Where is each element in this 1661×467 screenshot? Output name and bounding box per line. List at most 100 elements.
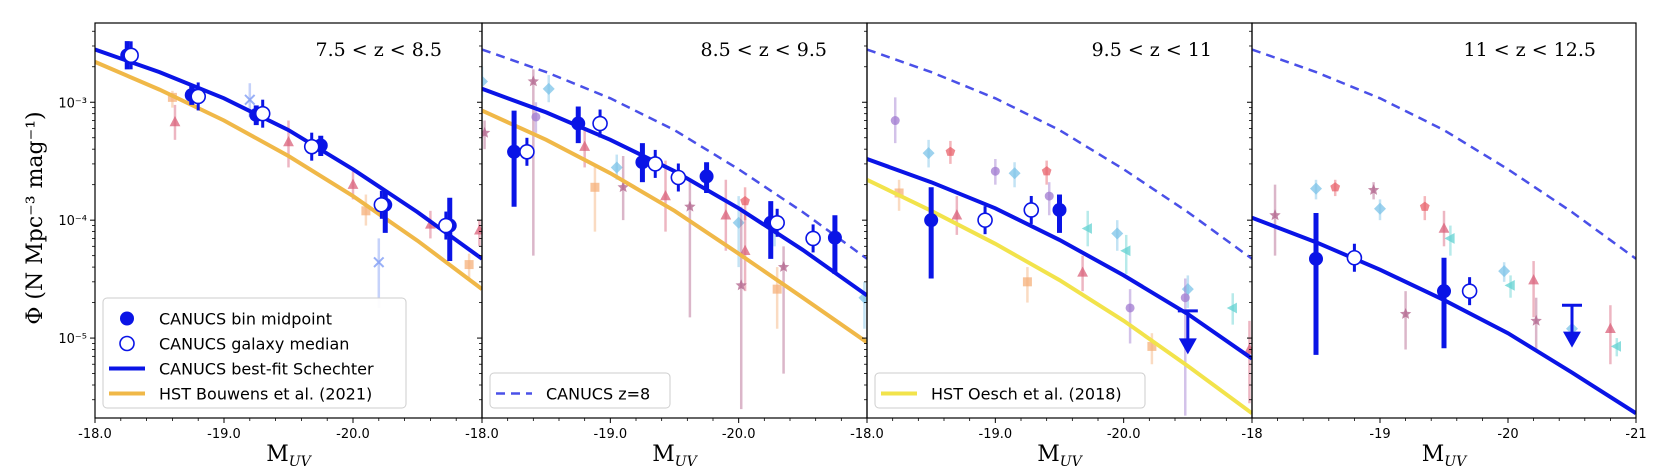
upper-limit-arrow: [1178, 338, 1197, 355]
y-tick-label: 10⁻⁴: [58, 214, 87, 229]
x-tick-label: -21: [1625, 427, 1646, 442]
canucs-bin-midpoint: [1309, 251, 1323, 266]
legend-swatch: [119, 335, 135, 352]
x-axis-label-subscript: UV: [1060, 454, 1084, 467]
literature-point: [951, 209, 963, 220]
literature-point: [890, 116, 900, 126]
canucs-z8-dashed-curve: [867, 48, 1252, 260]
literature-point: [244, 94, 256, 106]
x-tick-label: -18.0: [465, 427, 499, 442]
literature-point: [1044, 191, 1054, 201]
canucs-galaxy-median: [670, 169, 687, 186]
literature-point: [1120, 245, 1131, 257]
literature-point: [1367, 184, 1380, 195]
legend-label: CANUCS best-fit Schechter: [159, 360, 374, 379]
literature-point: [739, 244, 751, 255]
x-tick-label: -19.0: [979, 427, 1013, 442]
literature-point: [1504, 279, 1515, 291]
literature-point: [1244, 343, 1252, 354]
literature-point: [922, 147, 935, 160]
literature-point: [1147, 341, 1157, 351]
canucs-galaxy-median: [438, 217, 454, 234]
legend: CANUCS bin midpoint CANUCS galaxy median C…: [102, 297, 407, 409]
panel-frame: [481, 22, 868, 419]
legend-box: [102, 297, 407, 409]
literature-point: [1610, 341, 1621, 352]
y-tick-label: 10⁻⁵: [58, 332, 87, 347]
literature-point: [1022, 277, 1032, 287]
legend: HST Oesch et al. (2018): [874, 372, 1146, 409]
literature-point: [1077, 266, 1088, 277]
redshift-range-label: 11 < z < 12.5: [1464, 39, 1597, 61]
literature-point: [1180, 293, 1190, 303]
x-axis-label-subscript: UV: [1444, 454, 1468, 467]
literature-point: [373, 256, 385, 268]
literature-point: [531, 112, 541, 122]
panel-1: -18.0 -19.0 -20.0 10⁻³ 10⁻⁴ 10⁻⁵ MUV 7.5 < z < …: [58, 22, 483, 467]
literature-point: [1310, 182, 1322, 195]
literature-point: [361, 206, 371, 216]
canucs-galaxy-median: [1346, 249, 1363, 266]
literature-point: [1605, 322, 1616, 333]
canucs-bin-midpoint: [699, 169, 714, 184]
literature-point: [720, 209, 732, 220]
x-axis-label: MUV: [1422, 442, 1468, 467]
canucs-galaxy-median: [805, 230, 821, 247]
literature-point: [1125, 303, 1135, 313]
literature-point: [1444, 233, 1455, 244]
literature-point: [1008, 167, 1021, 180]
canucs-galaxy-median: [190, 88, 206, 105]
legend: CANUCS z=8: [489, 372, 671, 409]
canucs-galaxy-median: [303, 138, 320, 155]
canucs-bin-midpoint: [827, 230, 842, 245]
canucs-galaxy-median: [592, 115, 608, 132]
legend-label: HST Bouwens et al. (2021): [159, 385, 372, 404]
literature-point: [1330, 182, 1341, 192]
panel-2: -18.0 -19.0 -20.0 MUV 8.5 < z < 9.5 CANUCS z=…: [465, 22, 868, 467]
literature-point: [1399, 308, 1412, 319]
plot-area: [867, 48, 1252, 416]
legend-box: [874, 372, 1146, 409]
canucs-galaxy-median: [1023, 202, 1040, 218]
literature-point: [1530, 314, 1542, 326]
panel-3: -18.0 -19.0 -20.0 MUV 9.5 < z < 11 HST Oesch …: [850, 22, 1253, 467]
canucs-bin-midpoint: [635, 155, 650, 170]
x-tick-label: -18: [1241, 427, 1262, 442]
literature-point: [684, 200, 696, 212]
x-tick-label: -20.0: [336, 427, 370, 442]
literature-point: [1438, 222, 1450, 233]
x-axis-label: MUV: [266, 442, 312, 467]
y-axis-label: Φ (N Mpc⁻³ mag⁻¹): [23, 111, 48, 324]
literature-point: [1081, 223, 1092, 234]
canucs-bin-midpoint: [507, 144, 522, 159]
literature-point: [347, 178, 359, 189]
legend-label: CANUCS bin midpoint: [159, 310, 332, 329]
literature-point: [1528, 274, 1539, 285]
y-tick-label: 10⁻³: [58, 96, 87, 111]
canucs-galaxy-median: [254, 105, 271, 122]
canucs-galaxy-median: [519, 143, 535, 160]
canucs-galaxy-median: [1461, 283, 1478, 299]
literature-point: [894, 188, 904, 198]
literature-point: [610, 161, 623, 174]
canucs-galaxy-median: [373, 196, 390, 213]
literature-point: [735, 279, 747, 291]
literature-point: [1041, 166, 1052, 176]
x-tick-label: -19: [1369, 427, 1390, 442]
legend-label: CANUCS z=8: [546, 385, 650, 404]
x-tick-label: -20.0: [722, 427, 756, 442]
x-axis-label: MUV: [652, 442, 698, 467]
literature-point: [772, 284, 782, 294]
canucs-z8-dashed-curve: [1252, 48, 1636, 260]
literature-point: [527, 75, 539, 87]
literature-point: [732, 216, 745, 229]
bouwens-curve: [482, 108, 867, 344]
literature-point: [777, 261, 790, 272]
canucs-z8-dashed-curve: [482, 48, 867, 260]
x-tick-label: -19.0: [207, 427, 241, 442]
bouwens-curve: [95, 60, 482, 291]
canucs-galaxy-median: [123, 47, 139, 64]
x-tick-label: -18.0: [78, 427, 112, 442]
canucs-bin-midpoint: [571, 116, 586, 131]
